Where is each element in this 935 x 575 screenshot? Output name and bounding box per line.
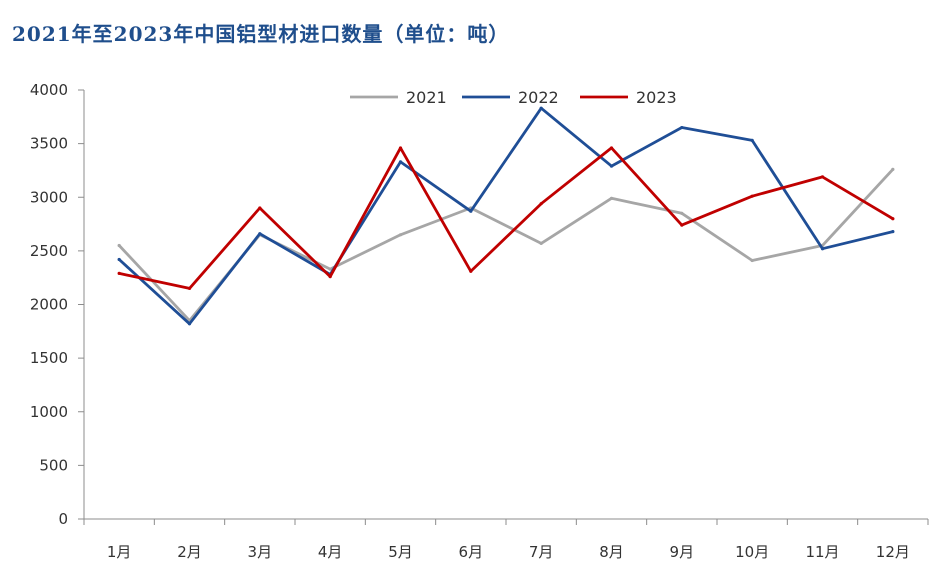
y-tick-label: 3000 — [30, 188, 68, 206]
data-point-2023 — [398, 146, 403, 150]
data-point-2021 — [680, 211, 684, 215]
series-line-2022 — [117, 106, 895, 326]
data-point-2023 — [891, 217, 895, 221]
data-point-2023 — [680, 223, 684, 227]
data-point-2021 — [891, 167, 895, 171]
data-point-2023 — [187, 286, 192, 291]
data-point-2023 — [539, 202, 543, 206]
chart-title: 2021年至2023年中国铝型材进口数量（单位：吨） — [12, 22, 510, 46]
x-tick-label: 9月 — [670, 543, 695, 561]
data-point-2023 — [750, 194, 754, 198]
legend-label-2022: 2022 — [518, 88, 559, 107]
x-tick-label: 7月 — [529, 543, 554, 561]
data-point-2021 — [328, 267, 332, 271]
data-point-2023 — [258, 206, 262, 210]
y-tick-label: 4000 — [30, 81, 68, 99]
data-point-2021 — [750, 258, 754, 263]
data-point-2021 — [398, 233, 403, 237]
x-tick-label: 8月 — [599, 543, 624, 561]
data-point-2022 — [750, 138, 754, 143]
x-tick-label: 6月 — [459, 543, 484, 561]
y-tick-label: 2000 — [30, 296, 68, 314]
x-tick-label: 4月 — [318, 543, 343, 561]
x-tick-label: 11月 — [805, 543, 839, 561]
data-point-2023 — [609, 146, 614, 150]
data-point-2022 — [680, 125, 684, 130]
legend-label-2023: 2023 — [636, 88, 677, 107]
series-line-2023 — [117, 146, 895, 290]
x-tick-label: 10月 — [735, 543, 769, 561]
data-point-2021 — [609, 196, 614, 200]
y-tick-label: 0 — [58, 510, 68, 528]
x-tick-label: 5月 — [388, 543, 413, 561]
data-point-2022 — [469, 209, 473, 213]
x-tick-label: 12月 — [876, 543, 910, 561]
data-point-2021 — [539, 241, 543, 245]
y-tick-label: 500 — [39, 456, 68, 474]
data-point-2022 — [891, 229, 895, 234]
data-point-2023 — [469, 269, 473, 273]
data-point-2022 — [187, 322, 192, 326]
data-point-2022 — [398, 160, 403, 164]
data-point-2022 — [258, 232, 262, 236]
data-point-2023 — [117, 271, 121, 275]
x-tick-label: 2月 — [177, 543, 202, 561]
data-point-2023 — [328, 275, 332, 279]
y-tick-label: 1500 — [30, 349, 68, 367]
data-point-2022 — [117, 257, 121, 262]
x-tick-label: 1月 — [107, 543, 132, 561]
y-tick-label: 1000 — [30, 403, 68, 421]
y-tick-label: 2500 — [30, 242, 68, 260]
y-tick-label: 3500 — [30, 135, 68, 153]
legend-label-2021: 2021 — [406, 88, 447, 107]
data-point-2022 — [820, 247, 825, 251]
data-point-2021 — [117, 243, 121, 248]
data-point-2022 — [539, 106, 543, 110]
x-tick-label: 3月 — [248, 543, 273, 561]
series-line-2021 — [117, 167, 895, 323]
data-point-2023 — [820, 175, 825, 179]
data-point-2022 — [609, 164, 614, 168]
